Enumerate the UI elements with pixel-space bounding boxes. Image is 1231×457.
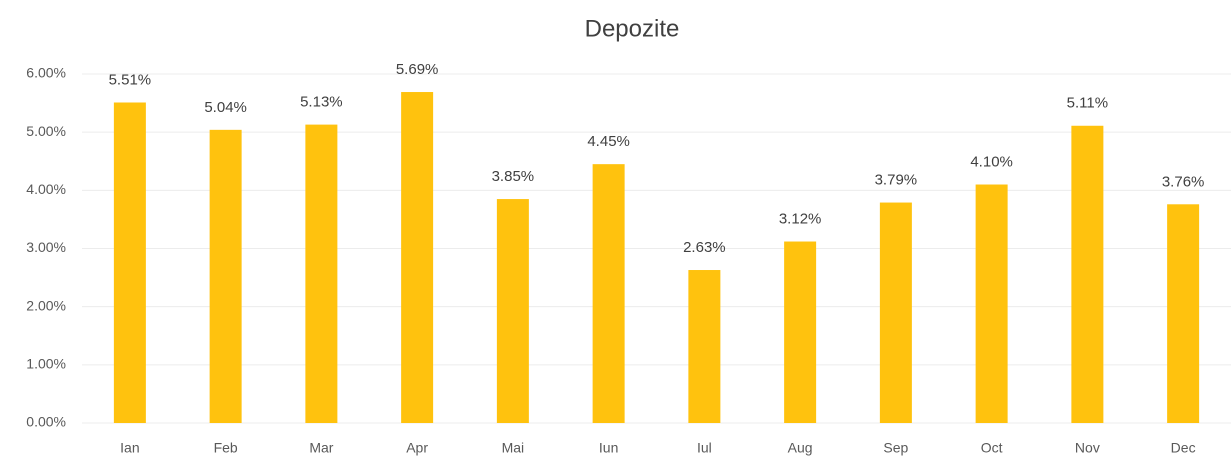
y-tick-label: 4.00%	[26, 181, 66, 197]
x-tick-label: Iul	[697, 440, 712, 456]
x-tick-label: Feb	[214, 440, 238, 456]
bar	[784, 241, 817, 423]
data-label: 5.04%	[204, 99, 247, 116]
bar	[113, 102, 146, 424]
y-tick-label: 2.00%	[26, 297, 66, 313]
y-tick-label: 1.00%	[26, 356, 66, 372]
bar	[975, 184, 1008, 423]
x-tick-label: Apr	[406, 440, 428, 456]
bar	[688, 270, 721, 423]
data-label: 5.51%	[109, 71, 152, 88]
bar	[879, 202, 912, 423]
x-tick-label: Mar	[309, 440, 333, 456]
data-label: 2.63%	[683, 239, 726, 256]
data-label: 3.79%	[875, 172, 918, 189]
data-label: 3.76%	[1162, 173, 1205, 190]
x-tick-label: Ian	[120, 440, 139, 456]
y-tick-label: 5.00%	[26, 123, 66, 139]
bar	[592, 164, 625, 424]
data-label: 3.85%	[492, 168, 535, 185]
bar	[1167, 204, 1200, 423]
data-label: 5.69%	[396, 61, 439, 78]
bar	[1071, 125, 1104, 423]
x-tick-label: Aug	[788, 440, 813, 456]
bar	[401, 92, 434, 423]
y-tick-label: 3.00%	[26, 239, 66, 255]
x-tick-label: Sep	[883, 440, 908, 456]
x-tick-label: Dec	[1171, 440, 1196, 456]
data-label: 4.45%	[587, 133, 630, 150]
bar	[496, 199, 529, 423]
x-tick-label: Iun	[599, 440, 618, 456]
chart-title: Depozite	[585, 15, 680, 42]
data-label: 4.10%	[970, 153, 1013, 170]
x-tick-label: Mai	[502, 440, 525, 456]
bar	[305, 124, 338, 423]
x-tick-label: Nov	[1075, 440, 1100, 456]
y-tick-label: 6.00%	[26, 65, 66, 81]
y-tick-label: 0.00%	[26, 414, 66, 430]
x-tick-label: Oct	[981, 440, 1003, 456]
bar	[209, 129, 242, 423]
data-label: 5.13%	[300, 94, 343, 111]
data-label: 5.11%	[1067, 95, 1108, 112]
data-label: 3.12%	[779, 210, 822, 227]
